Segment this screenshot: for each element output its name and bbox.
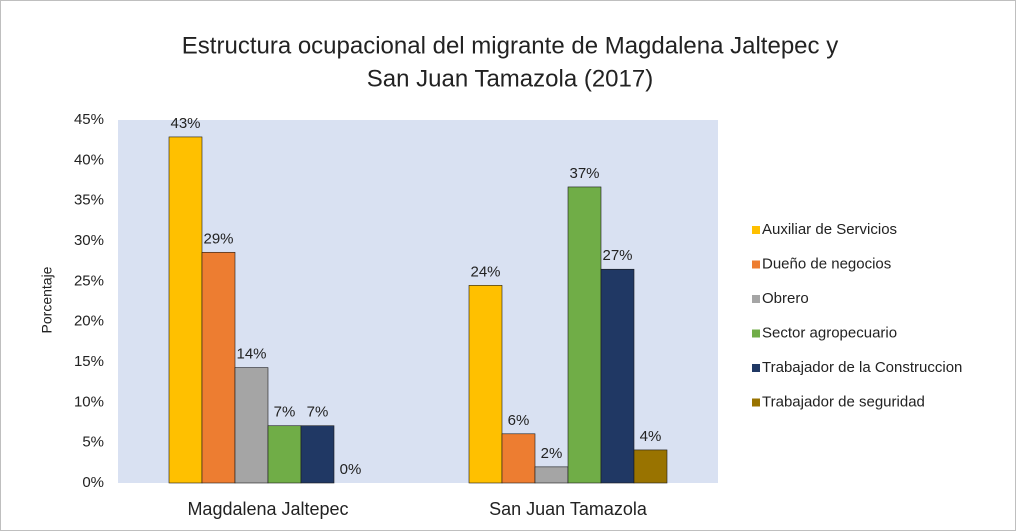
y-tick-label: 10% [74, 393, 104, 410]
legend-swatch [752, 295, 760, 303]
legend-label: Auxiliar de Servicios [762, 221, 897, 238]
y-tick-label: 45% [74, 111, 104, 128]
value-label: 4% [640, 428, 662, 445]
chart-title: Estructura ocupacional del migrante de M… [182, 32, 838, 59]
y-tick-label: 15% [74, 353, 104, 370]
value-label: 14% [236, 346, 266, 363]
value-label: 29% [203, 230, 233, 247]
legend-swatch [752, 398, 760, 407]
x-tick-label: Magdalena Jaltepec [187, 499, 348, 519]
y-axis-label: Porcentaje [39, 266, 55, 333]
value-label: 43% [170, 115, 200, 132]
value-label: 0% [340, 461, 362, 478]
legend-label: Sector agropecuario [762, 324, 897, 341]
chart-title: San Juan Tamazola (2017) [367, 65, 653, 92]
bar [633, 449, 668, 484]
y-tick-label: 30% [74, 232, 104, 249]
value-label: 24% [470, 263, 500, 280]
legend-label: Trabajador de la Construccion [762, 359, 962, 376]
y-tick-label: 35% [74, 192, 104, 209]
y-tick-label: 40% [74, 151, 104, 168]
value-label: 27% [602, 247, 632, 264]
value-label: 6% [508, 412, 530, 429]
legend-swatch [752, 260, 760, 269]
bar [201, 251, 236, 484]
value-label: 7% [274, 404, 296, 421]
value-label: 2% [541, 445, 563, 462]
bar [534, 466, 569, 484]
legend-label: Dueño de negocios [762, 255, 891, 272]
y-tick-label: 25% [74, 272, 104, 289]
bar [168, 136, 203, 484]
y-tick-label: 0% [82, 474, 104, 491]
value-label: 37% [569, 165, 599, 182]
y-tick-label: 5% [82, 434, 104, 451]
legend-swatch [752, 364, 760, 372]
x-tick-label: San Juan Tamazola [489, 499, 648, 519]
bar [267, 425, 302, 484]
bar [300, 425, 335, 484]
legend-label: Obrero [762, 290, 809, 307]
legend-swatch [752, 329, 760, 338]
bar [567, 186, 602, 484]
bar [234, 367, 269, 484]
legend-swatch [752, 226, 760, 234]
bar [600, 268, 635, 484]
bar [501, 433, 536, 484]
y-tick-label: 20% [74, 313, 104, 330]
value-label: 7% [307, 404, 329, 421]
bar [468, 285, 503, 484]
legend-label: Trabajador de seguridad [762, 393, 925, 410]
